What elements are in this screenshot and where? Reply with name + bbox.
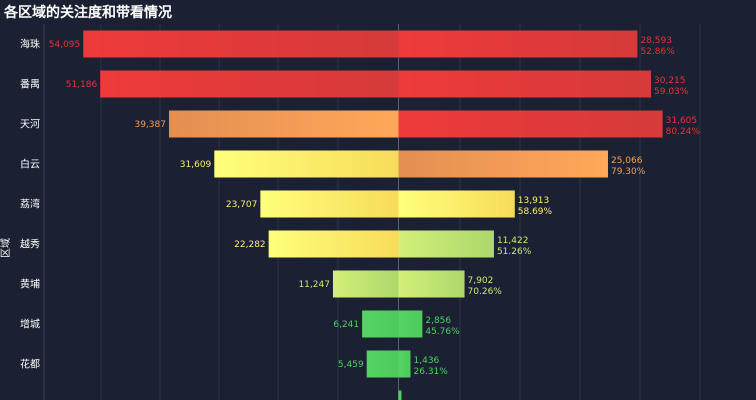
right-percent-label: 51.26% [497,247,532,257]
left-data-label: 11,247 [298,280,330,290]
right-data-label: 28,593 [640,36,672,46]
right-data-label: 13,913 [518,196,550,206]
left-data-label: 5,459 [338,360,364,370]
left-bar [100,70,399,98]
right-bar [398,310,423,338]
chart-title: 各区域的关注度和带看情况 [4,5,172,21]
category-label: 白云 [20,158,40,171]
right-data-label: 7,902 [468,276,494,286]
left-bar [260,190,399,218]
right-data-label: 1,436 [414,356,440,366]
left-data-label: 51,186 [66,80,98,90]
right-percent-label: 79.30% [611,167,646,177]
category-label: 海珠 [20,38,40,51]
right-bar [398,110,663,138]
category-label: 花都 [20,358,40,371]
left-bar [214,150,399,178]
right-bar [398,270,465,298]
right-percent-label: 58.69% [518,207,553,217]
left-bar [268,230,399,258]
right-data-label: 11,422 [497,236,529,246]
right-data-label: 2,856 [425,316,451,326]
right-data-label: 30,215 [654,76,686,86]
right-data-label: 25,066 [611,156,643,166]
left-bar [168,110,399,138]
category-label: 增城 [20,318,40,331]
category-label: 黄埔 [20,278,40,291]
right-bar [398,350,411,378]
right-percent-label: 52.86% [640,47,675,57]
right-percent-label: 45.76% [425,327,460,337]
category-label: 越秀 [20,238,40,251]
right-bar [398,230,494,258]
right-bar [398,70,652,98]
right-percent-label: 26.31% [414,367,449,377]
left-bar [366,350,399,378]
left-data-label: 31,609 [180,160,212,170]
category-label: 天河 [20,119,40,131]
left-bar [332,270,399,298]
category-label: 番禺 [20,79,40,91]
left-bar [362,310,399,338]
left-data-label: 6,241 [333,320,359,330]
left-data-label: 23,707 [226,200,258,210]
right-percent-label: 80.24% [666,127,701,137]
left-data-label: 22,282 [234,240,266,250]
right-bar [398,30,638,58]
right-percent-label: 70.26% [468,287,503,297]
right-bar [398,150,608,178]
bars [83,30,663,400]
right-bar [398,390,402,400]
category-label: 荔湾 [20,198,40,211]
right-bar [398,190,515,218]
left-data-label: 39,387 [134,120,166,130]
left-data-label: 54,095 [49,40,81,50]
right-data-label: 31,605 [666,116,698,126]
y-axis-label: 区域 [0,238,12,258]
left-bar [83,30,399,58]
right-percent-label: 59.03% [654,87,689,97]
